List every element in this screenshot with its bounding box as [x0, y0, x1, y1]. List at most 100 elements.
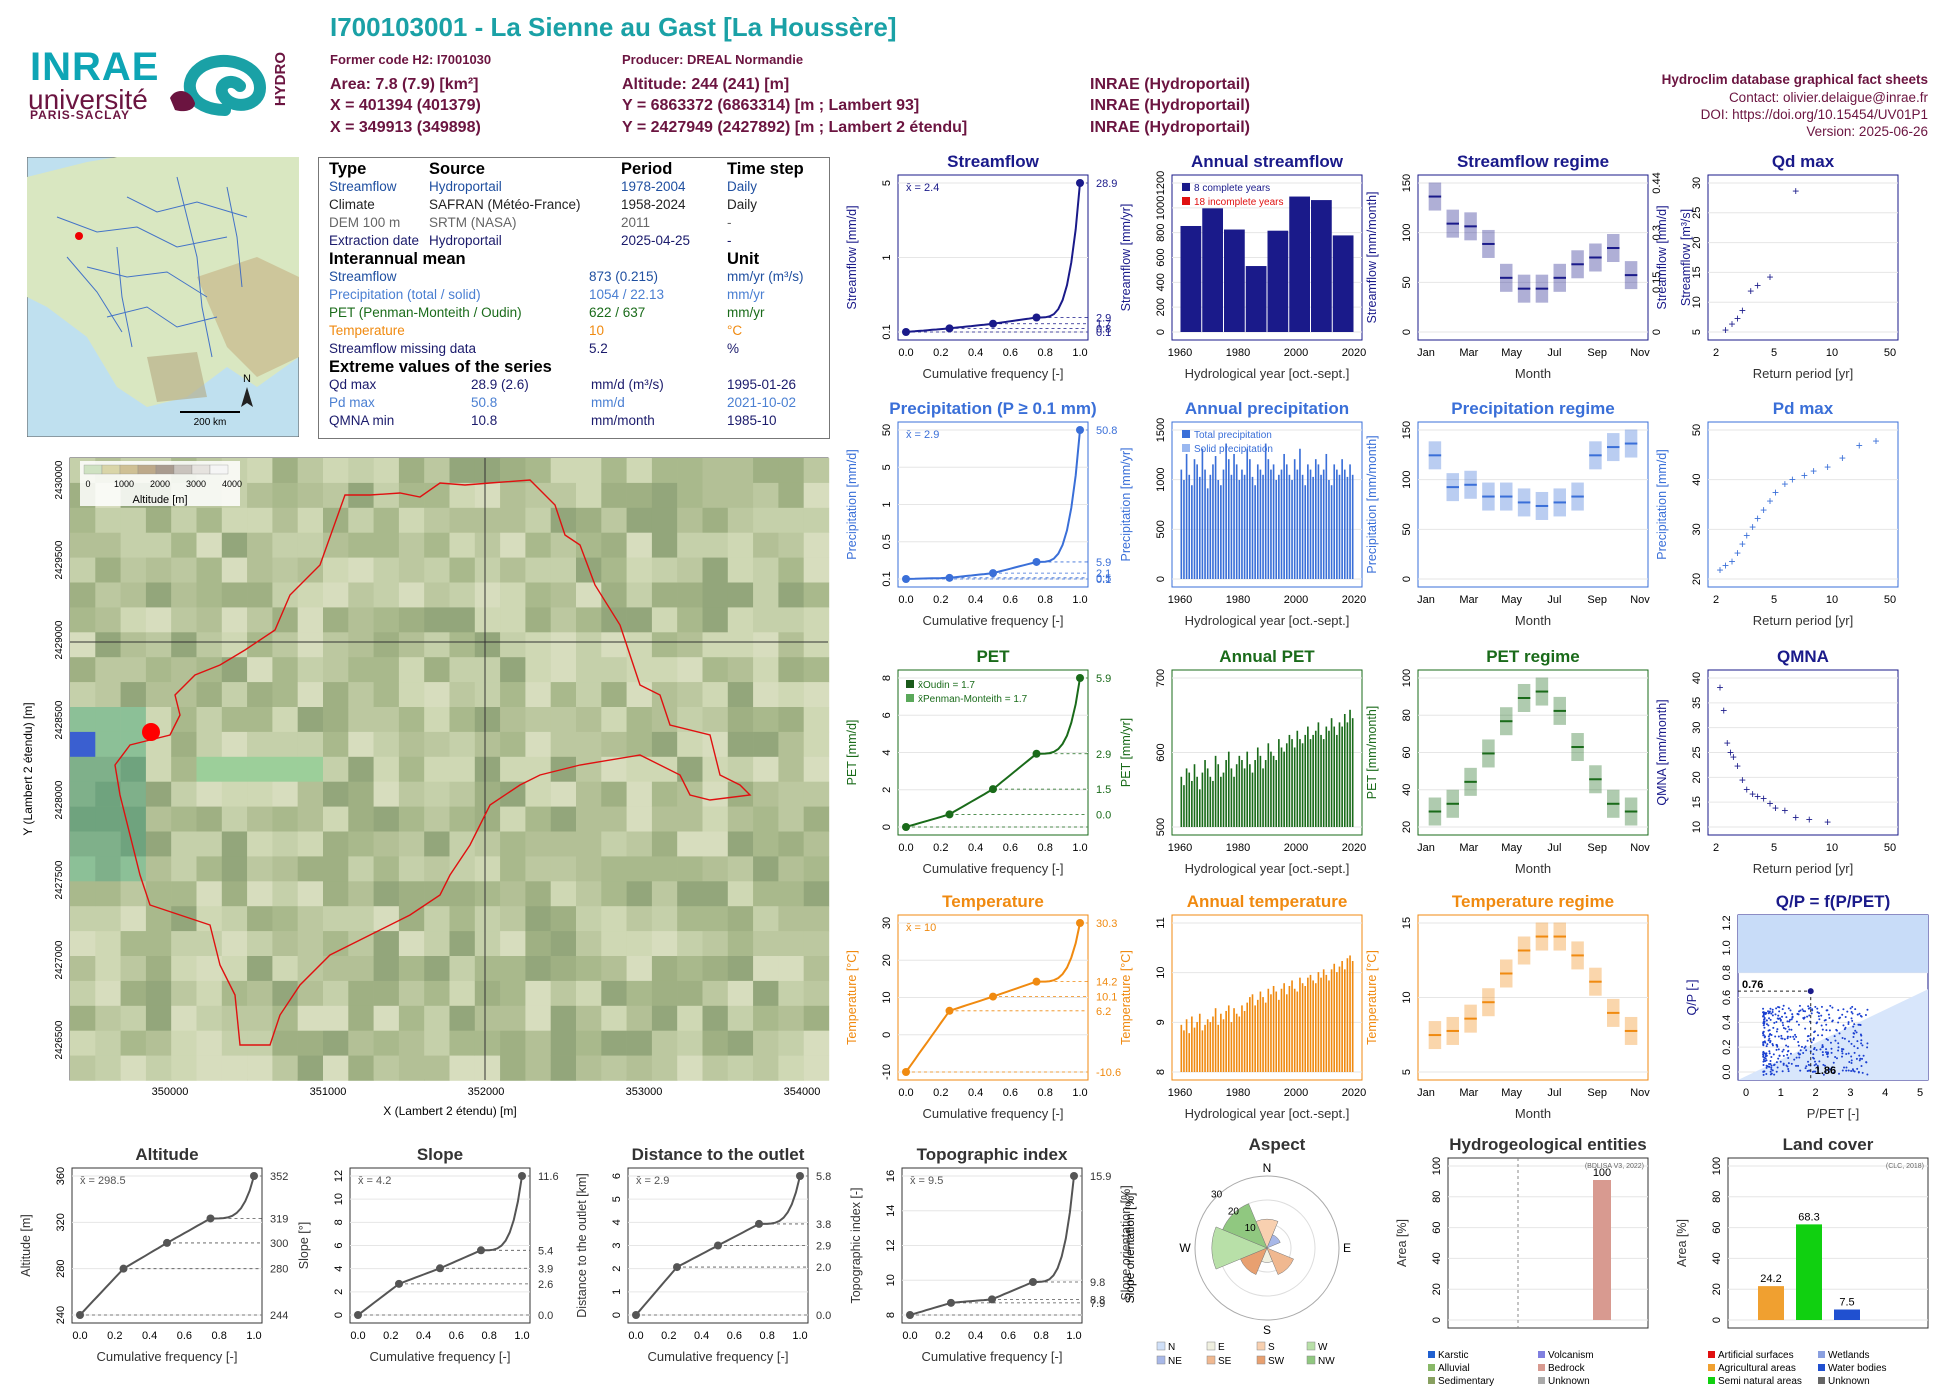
chart-topo_index: Topographic index Cumulative frequency [-…: [849, 1145, 1111, 1364]
chart-title: Annual temperature: [1187, 892, 1348, 911]
chart-title: Temperature: [942, 892, 1044, 911]
data-point: [1837, 1021, 1840, 1024]
data-point: +: [1734, 546, 1741, 560]
x-axis-label: Month: [1515, 1106, 1551, 1121]
france-minimap: N 200 km: [27, 157, 299, 437]
producer: Producer: DREAL Normandie: [622, 52, 804, 67]
data-point: [1844, 1026, 1847, 1029]
y-tick-label: 1.2: [1721, 915, 1733, 930]
table-row: Temperature 10 °C: [329, 323, 819, 341]
y-tick-label: 5: [1401, 1069, 1413, 1075]
y-tick-label: 0: [1431, 1317, 1443, 1323]
bar: [1272, 464, 1275, 579]
mean-point: [1807, 988, 1814, 995]
x-axis-label: Hydrological year [oct.-sept.]: [1185, 861, 1350, 876]
y2-tick-label: 0.15: [1651, 272, 1663, 293]
bar: [1328, 730, 1330, 827]
map-ytick: 2427000: [54, 940, 65, 979]
data-point: [1770, 1066, 1773, 1069]
bar: [1227, 1005, 1230, 1072]
right-value-label: 319: [270, 1213, 288, 1225]
bar: [1183, 1030, 1185, 1072]
bar: [1241, 469, 1243, 579]
x-tick-label: 0.4: [968, 1330, 983, 1342]
data-point: [1804, 1045, 1807, 1048]
cell: Pd max: [329, 395, 375, 410]
data-point: [1765, 1019, 1768, 1022]
y-tick-label: 20: [1401, 821, 1413, 833]
y-tick-label: 50: [881, 424, 893, 436]
data-point: [1860, 1015, 1863, 1018]
data-point: [1860, 1065, 1863, 1068]
data-point: [1783, 1038, 1786, 1041]
y-tick-label: 0.8: [1721, 965, 1733, 980]
legend-tick: 3000: [186, 479, 206, 489]
data-point: [1818, 1012, 1821, 1015]
plot-area: [1707, 174, 1899, 341]
bar: [1212, 464, 1214, 579]
right-value-label: 5.4: [538, 1245, 553, 1257]
cell: Streamflow: [329, 269, 397, 284]
data-point: [1861, 1057, 1864, 1060]
y-axis-label: Precipitation [mm/month]: [1365, 435, 1379, 573]
chart-title: Annual streamflow: [1191, 152, 1344, 171]
y-tick-label: 4: [611, 1219, 623, 1225]
bar: [1204, 1024, 1206, 1072]
bar: [1312, 734, 1314, 827]
bar: [1307, 464, 1309, 579]
data-point: +: [1772, 486, 1779, 500]
x-tick-label: 1.0: [1066, 1330, 1081, 1342]
bar: [1834, 1309, 1860, 1320]
bar: [1351, 718, 1354, 827]
bar: [1301, 743, 1304, 827]
data-point: [1847, 1040, 1850, 1043]
data-point: [1762, 1011, 1765, 1014]
y-tick-label: 15: [1691, 266, 1703, 278]
y-tick-label: 5: [881, 464, 893, 470]
bar: [1299, 448, 1301, 579]
data-point: [1856, 1067, 1859, 1070]
data-point: [1775, 1061, 1778, 1064]
data-point: [1787, 1025, 1790, 1028]
data-point: [1781, 1050, 1784, 1053]
data-point: +: [1810, 464, 1817, 478]
right-value-label: 3.9: [538, 1263, 553, 1275]
limit-zone: [1738, 915, 1928, 973]
data-point: [1773, 1073, 1776, 1076]
right-value-label: 0.0: [1096, 809, 1111, 821]
chart-title: Streamflow: [947, 152, 1039, 171]
y-tick-label: 0.1: [881, 324, 893, 339]
x-tick-label: 0.6: [1003, 594, 1018, 606]
energy-limit-zone: [1738, 989, 1928, 1080]
data-point: [1826, 1038, 1829, 1041]
data-point: [1769, 1018, 1772, 1021]
data-point: [1785, 1016, 1788, 1019]
data-point: [1768, 1010, 1771, 1013]
bar: [1188, 772, 1191, 827]
data-point: [1770, 1064, 1773, 1067]
x-tick-label: May: [1501, 842, 1522, 854]
y-tick-label: 30: [1691, 722, 1703, 734]
data-point: [1841, 1069, 1844, 1072]
data-point: [1787, 1007, 1790, 1010]
legend-tick: 2000: [150, 479, 170, 489]
data-point: [1837, 1046, 1840, 1049]
data-point: [1791, 1015, 1794, 1018]
bar: [1198, 476, 1201, 579]
altitude-legend: 0 1000 2000 3000 4000: [83, 464, 242, 489]
data-point: +: [1760, 503, 1767, 517]
source-1: INRAE (Hydroportail): [1090, 76, 1250, 93]
x-axis-label: Hydrological year [oct.-sept.]: [1185, 613, 1350, 628]
bar: [1259, 755, 1262, 827]
bar: [1188, 474, 1191, 579]
bar: [1220, 485, 1222, 579]
data-point: [1763, 1026, 1766, 1029]
bar: [1309, 469, 1312, 579]
data-point: [1770, 1072, 1773, 1075]
bar: [1209, 474, 1212, 579]
y-tick-label: 150: [1401, 421, 1413, 439]
data-point: [1773, 1063, 1776, 1066]
y-tick-label: 20: [1691, 236, 1703, 248]
map-ytick: 2427500: [54, 860, 65, 899]
legend-entry: Solid precipitation: [1194, 444, 1273, 455]
